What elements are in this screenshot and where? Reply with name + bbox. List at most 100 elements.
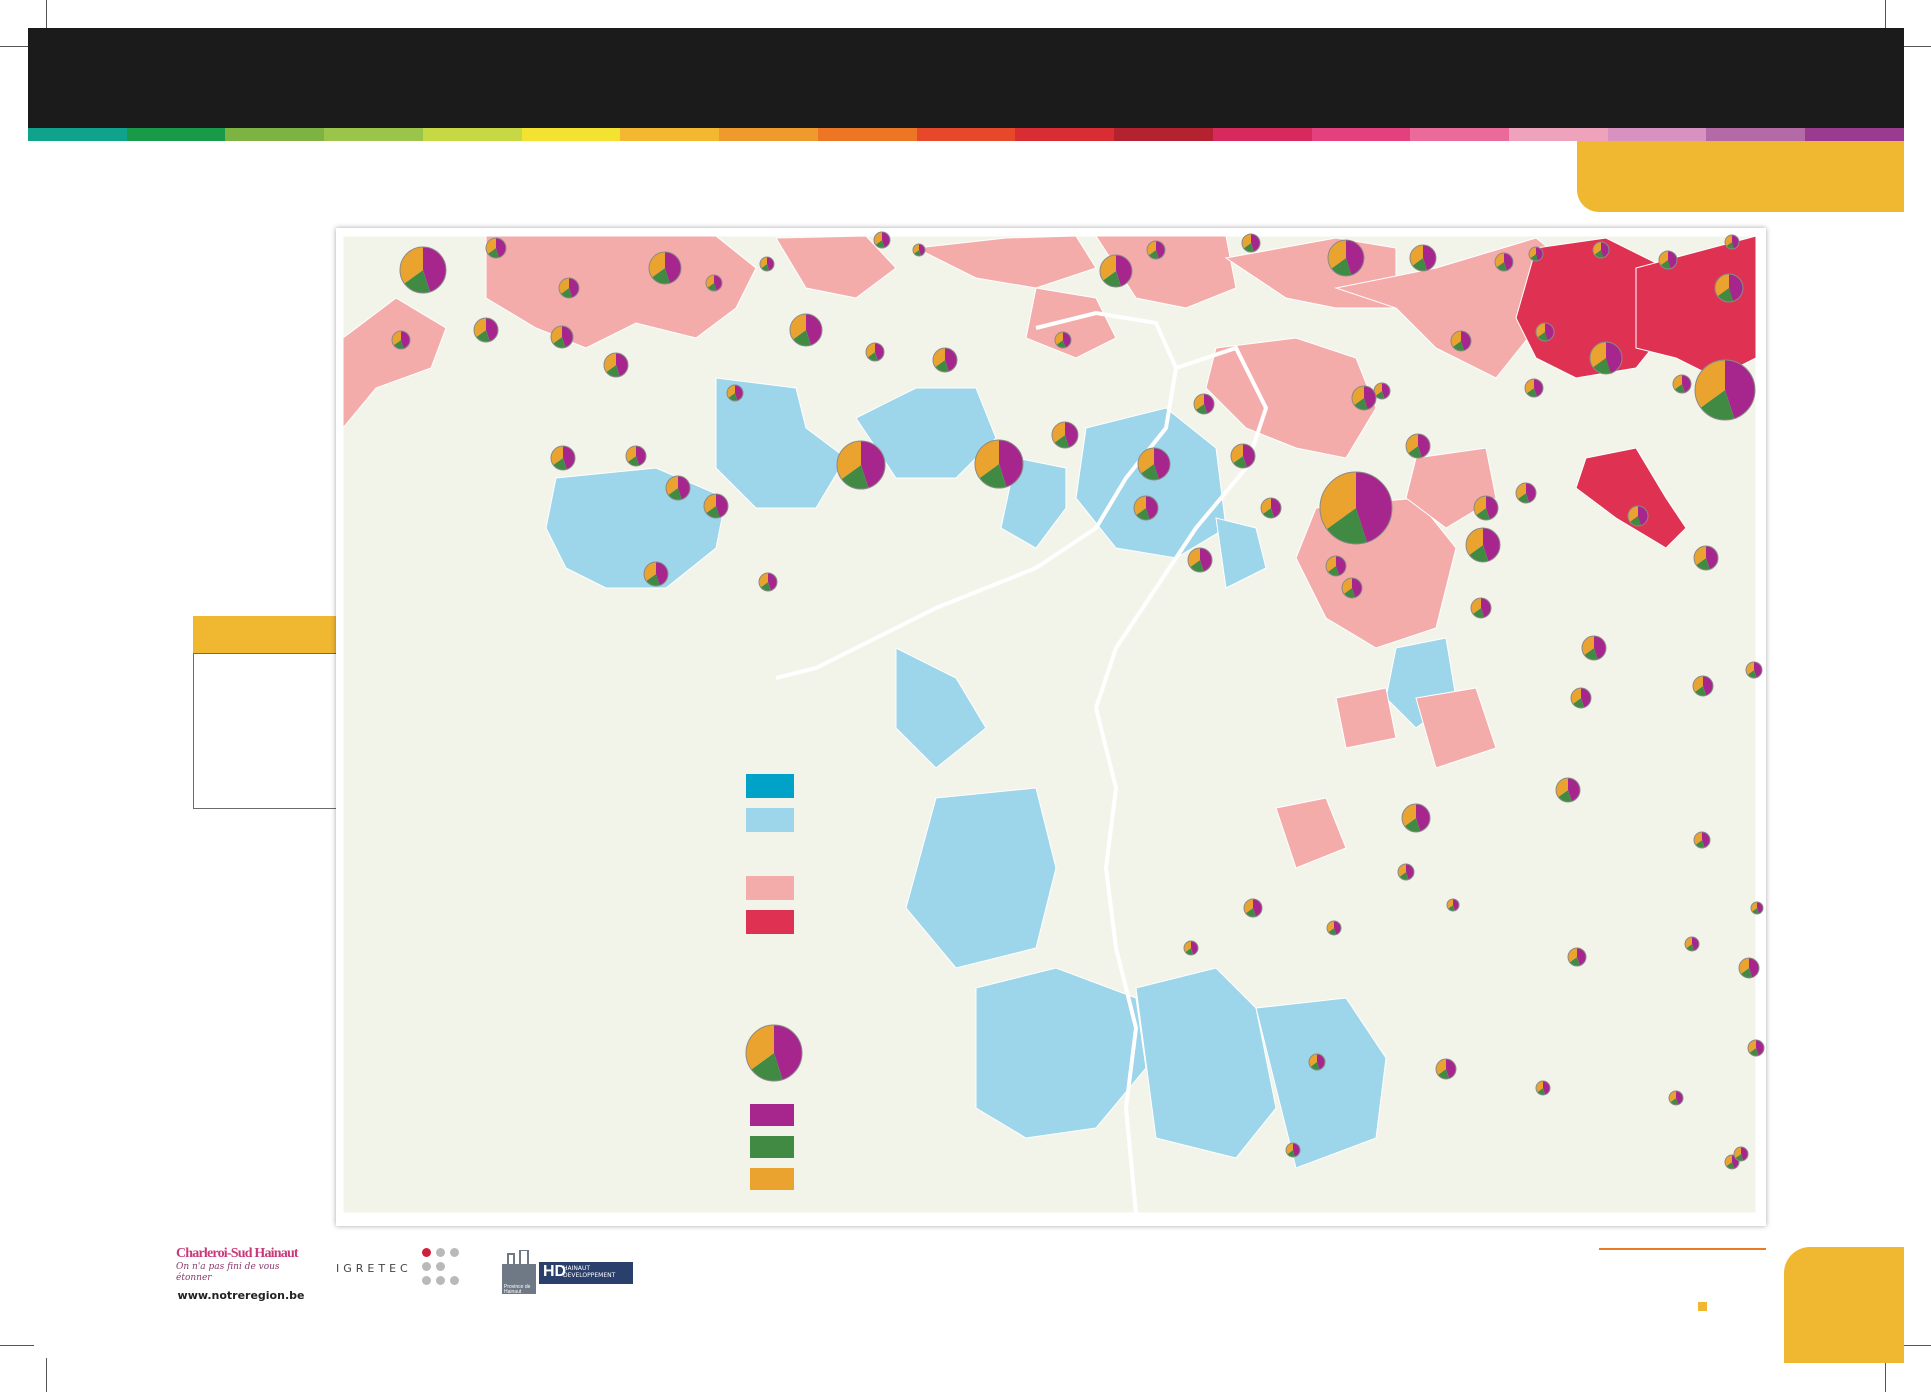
pie-legend-sample[interactable] xyxy=(745,1024,803,1082)
municipality-pie[interactable] xyxy=(665,475,691,501)
charleroi-logo[interactable]: Charleroi-Sud Hainaut On n'a pas fini de… xyxy=(176,1246,306,1302)
municipality-pie[interactable] xyxy=(1589,341,1623,375)
municipality-pie[interactable] xyxy=(1241,233,1261,253)
municipality-pie[interactable] xyxy=(1515,482,1537,504)
municipality-pie[interactable] xyxy=(1592,241,1610,259)
municipality-pie[interactable] xyxy=(1405,433,1431,459)
municipality-pie[interactable] xyxy=(705,274,723,292)
region[interactable] xyxy=(1415,687,1497,769)
municipality-pie[interactable] xyxy=(550,325,574,349)
municipality-pie[interactable] xyxy=(1446,898,1460,912)
municipality-pie[interactable] xyxy=(1733,1146,1749,1162)
municipality-pie[interactable] xyxy=(1243,898,1263,918)
region[interactable] xyxy=(895,647,987,769)
municipality-pie[interactable] xyxy=(1327,239,1365,277)
region[interactable] xyxy=(485,235,757,349)
municipality-pie[interactable] xyxy=(1465,527,1501,563)
municipality-pie[interactable] xyxy=(399,246,447,294)
website-link[interactable]: www.notreregion.be xyxy=(177,1289,305,1302)
municipality-pie[interactable] xyxy=(1401,803,1431,833)
municipality-pie[interactable] xyxy=(1738,957,1760,979)
municipality-pie[interactable] xyxy=(1397,863,1415,881)
municipality-pie[interactable] xyxy=(1373,382,1391,400)
municipality-pie[interactable] xyxy=(1528,246,1544,262)
region[interactable] xyxy=(1215,517,1267,589)
region[interactable] xyxy=(1095,235,1237,309)
municipality-pie[interactable] xyxy=(1285,1142,1301,1158)
region[interactable] xyxy=(1075,407,1227,559)
municipality-pie[interactable] xyxy=(1473,495,1499,521)
region[interactable] xyxy=(1335,687,1397,749)
region[interactable] xyxy=(855,387,997,479)
municipality-pie[interactable] xyxy=(1524,378,1544,398)
municipality-pie[interactable] xyxy=(932,347,958,373)
region[interactable] xyxy=(1205,337,1377,459)
municipality-pie[interactable] xyxy=(1470,597,1492,619)
region[interactable] xyxy=(342,297,447,430)
municipality-pie[interactable] xyxy=(1193,393,1215,415)
municipality-pie[interactable] xyxy=(1668,1090,1684,1106)
municipality-pie[interactable] xyxy=(1724,234,1740,250)
municipality-pie[interactable] xyxy=(912,243,926,257)
region[interactable] xyxy=(1255,997,1387,1169)
municipality-pie[interactable] xyxy=(1051,421,1079,449)
municipality-pie[interactable] xyxy=(603,352,629,378)
municipality-pie[interactable] xyxy=(1054,331,1072,349)
municipality-pie[interactable] xyxy=(836,440,886,490)
hainaut-developpement-logo[interactable]: HD HAINAUT DEVELOPPEMENT xyxy=(539,1262,633,1284)
municipality-pie[interactable] xyxy=(1745,661,1763,679)
municipality-pie[interactable] xyxy=(974,439,1024,489)
municipality-pie[interactable] xyxy=(1099,254,1133,288)
municipality-pie[interactable] xyxy=(1570,687,1592,709)
municipality-pie[interactable] xyxy=(643,561,669,587)
municipality-pie[interactable] xyxy=(1747,1039,1765,1057)
igretec-logo[interactable]: IGRETEC xyxy=(336,1262,412,1275)
municipality-pie[interactable] xyxy=(473,317,499,343)
municipality-pie[interactable] xyxy=(485,237,507,259)
municipality-pie[interactable] xyxy=(1409,244,1437,272)
region[interactable] xyxy=(1575,447,1687,549)
municipality-pie[interactable] xyxy=(1325,555,1347,577)
region[interactable] xyxy=(775,235,897,299)
municipality-pie[interactable] xyxy=(1435,1058,1457,1080)
municipality-pie[interactable] xyxy=(1187,547,1213,573)
municipality-pie[interactable] xyxy=(1693,831,1711,849)
region[interactable] xyxy=(1275,797,1347,869)
municipality-pie[interactable] xyxy=(1672,374,1692,394)
municipality-pie[interactable] xyxy=(759,256,775,272)
municipality-pie[interactable] xyxy=(1750,901,1764,915)
municipality-pie[interactable] xyxy=(1658,250,1678,270)
municipality-pie[interactable] xyxy=(1535,1080,1551,1096)
municipality-pie[interactable] xyxy=(703,493,729,519)
region[interactable] xyxy=(1000,457,1067,549)
region[interactable] xyxy=(715,377,847,509)
municipality-pie[interactable] xyxy=(1308,1053,1326,1071)
municipality-pie[interactable] xyxy=(1137,447,1171,481)
municipality-pie[interactable] xyxy=(865,342,885,362)
region[interactable] xyxy=(342,235,1757,1214)
municipality-pie[interactable] xyxy=(1714,273,1744,303)
region[interactable] xyxy=(1135,967,1277,1159)
municipality-pie[interactable] xyxy=(1555,777,1581,803)
choropleth-map[interactable] xyxy=(336,228,1766,1226)
region[interactable] xyxy=(905,787,1057,969)
municipality-pie[interactable] xyxy=(558,277,580,299)
municipality-pie[interactable] xyxy=(1693,545,1719,571)
region[interactable] xyxy=(914,235,1097,289)
municipality-pie[interactable] xyxy=(1692,675,1714,697)
municipality-pie[interactable] xyxy=(1581,635,1607,661)
municipality-pie[interactable] xyxy=(1494,252,1514,272)
municipality-pie[interactable] xyxy=(1567,947,1587,967)
municipality-pie[interactable] xyxy=(1627,505,1649,527)
municipality-pie[interactable] xyxy=(1341,577,1363,599)
municipality-pie[interactable] xyxy=(625,445,647,467)
municipality-pie[interactable] xyxy=(789,313,823,347)
municipality-pie[interactable] xyxy=(648,251,682,285)
municipality-pie[interactable] xyxy=(391,330,411,350)
municipality-pie[interactable] xyxy=(1133,495,1159,521)
municipality-pie[interactable] xyxy=(1351,385,1377,411)
municipality-pie[interactable] xyxy=(1684,936,1700,952)
municipality-pie[interactable] xyxy=(726,384,744,402)
municipality-pie[interactable] xyxy=(1183,940,1199,956)
region[interactable] xyxy=(1025,287,1117,359)
